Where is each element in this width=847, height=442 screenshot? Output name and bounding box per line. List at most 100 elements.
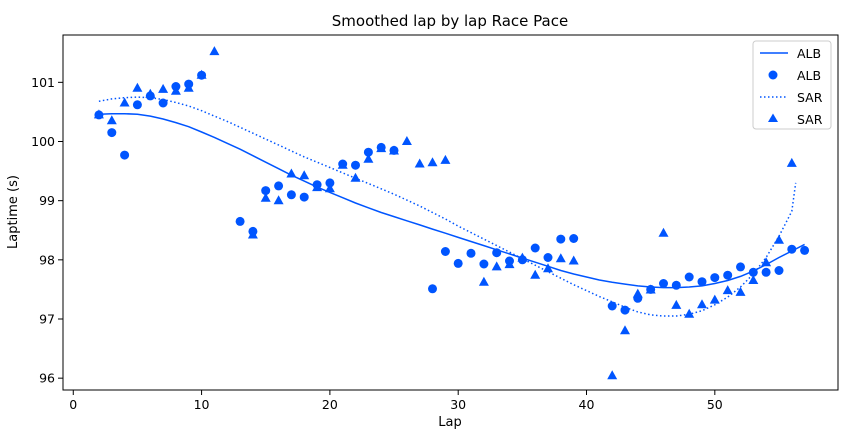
legend-box bbox=[752, 40, 832, 130]
y-tick-label: 96 bbox=[39, 371, 55, 386]
sar-lap-point bbox=[671, 299, 682, 309]
alb-lap-point bbox=[748, 267, 758, 277]
sar-lap-point bbox=[491, 261, 502, 271]
sar-lap-point bbox=[709, 294, 720, 304]
alb-lap-point bbox=[428, 284, 437, 294]
alb-lap-point bbox=[363, 147, 373, 157]
sar-lap-point bbox=[260, 192, 271, 202]
sar-lap-point bbox=[350, 172, 361, 182]
alb-lap-point bbox=[684, 272, 694, 282]
sar-lap-point bbox=[658, 227, 669, 237]
legend-sar-line-label: SAR bbox=[797, 90, 823, 105]
alb-lap-point bbox=[158, 98, 168, 108]
alb-lap-point bbox=[697, 277, 707, 287]
y-tick-label: 99 bbox=[39, 193, 55, 208]
legend: ALB ALB SAR SAR bbox=[752, 40, 832, 130]
sar-lap-point bbox=[697, 299, 707, 309]
alb-lap-point bbox=[761, 267, 771, 277]
sar-lap-point bbox=[196, 69, 207, 79]
alb-lap-point bbox=[620, 305, 630, 315]
sar-lap-point bbox=[132, 82, 143, 92]
sar-lap-point bbox=[286, 168, 297, 178]
sar-lap-point bbox=[312, 182, 323, 192]
alb-lap-point bbox=[556, 234, 566, 244]
sar-lap-point bbox=[414, 158, 425, 168]
alb-lap-point bbox=[800, 245, 810, 255]
y-tick-label: 100 bbox=[31, 134, 55, 149]
legend-alb-scatter-label: ALB bbox=[797, 68, 821, 83]
x-tick-label: 50 bbox=[707, 397, 723, 412]
sar-lap-point bbox=[543, 263, 553, 273]
sar-lap-point bbox=[620, 325, 630, 335]
sar-lap-point bbox=[119, 97, 130, 107]
sar-lap-point bbox=[158, 83, 169, 93]
y-tick-label: 101 bbox=[31, 75, 55, 90]
alb-lap-point bbox=[671, 280, 681, 290]
alb-lap-point bbox=[543, 253, 553, 262]
sar-lap-point bbox=[170, 85, 181, 95]
sar-lap-point bbox=[209, 46, 220, 56]
alb-lap-point bbox=[325, 178, 335, 188]
alb-lap-point bbox=[569, 234, 579, 243]
alb-lap-point bbox=[659, 279, 668, 288]
alb-lap-point bbox=[453, 258, 463, 268]
x-tick-label: 0 bbox=[69, 397, 77, 412]
sar-lap-point bbox=[389, 145, 399, 155]
y-tick-label: 97 bbox=[39, 312, 55, 327]
alb-lap-point bbox=[710, 273, 720, 283]
x-tick-label: 40 bbox=[579, 397, 595, 412]
sar-lap-point bbox=[183, 82, 194, 92]
sar-lap-point bbox=[93, 109, 104, 119]
sar-lap-point bbox=[748, 275, 759, 284]
alb-lap-point bbox=[235, 216, 245, 226]
legend-sar-triangle-swatch bbox=[768, 113, 778, 122]
sar-lap-point bbox=[607, 370, 618, 380]
alb-lap-point bbox=[492, 248, 502, 258]
sar-lap-point bbox=[337, 159, 348, 169]
sar-lap-point bbox=[363, 153, 374, 163]
alb-lap-point bbox=[261, 186, 271, 196]
sar-lap-point bbox=[761, 257, 772, 267]
sar-lap-point bbox=[735, 286, 746, 296]
sar-lap-point bbox=[376, 143, 387, 153]
sar-lap-point bbox=[632, 288, 643, 298]
alb-lap-point bbox=[787, 244, 797, 254]
alb-lap-point bbox=[286, 190, 296, 200]
chart-title: Smoothed lap by lap Race Pace bbox=[332, 12, 568, 30]
alb-lap-point bbox=[774, 266, 784, 275]
y-axis-label: Laptime (s) bbox=[6, 175, 21, 249]
sar-lap-point bbox=[504, 259, 515, 269]
sar-lap-point bbox=[684, 308, 695, 318]
alb-lap-point bbox=[723, 270, 733, 280]
legend-sar-scatter-label: SAR bbox=[797, 112, 823, 127]
y-tick-label: 98 bbox=[39, 252, 55, 267]
alb-lap-point bbox=[299, 192, 309, 202]
alb-lap-point bbox=[351, 160, 360, 170]
sar-lap-point bbox=[774, 234, 784, 244]
alb-lap-point bbox=[530, 243, 540, 253]
sar-lap-point bbox=[440, 154, 451, 164]
sar-lap-point bbox=[478, 276, 489, 286]
x-tick-label: 10 bbox=[194, 397, 210, 412]
sar-lap-point bbox=[324, 183, 335, 193]
alb-lap-point bbox=[132, 100, 142, 110]
sar-smoothed-line bbox=[98, 96, 797, 317]
sar-lap-point bbox=[145, 88, 156, 98]
x-axis-label: Lap bbox=[438, 415, 461, 430]
sar-lap-point bbox=[722, 285, 733, 295]
legend-alb-circle-swatch bbox=[768, 70, 778, 80]
alb-smoothed-line bbox=[98, 112, 805, 289]
alb-lap-point bbox=[107, 128, 117, 138]
plot-frame bbox=[62, 34, 839, 391]
alb-lap-point bbox=[607, 301, 617, 311]
sar-lap-point bbox=[517, 252, 528, 262]
sar-lap-point bbox=[555, 253, 566, 263]
sar-lap-point bbox=[427, 157, 438, 167]
alb-lap-point bbox=[466, 248, 476, 258]
sar-lap-point bbox=[786, 157, 797, 167]
sar-lap-point bbox=[273, 195, 284, 205]
sar-lap-point bbox=[401, 136, 412, 145]
alb-lap-point bbox=[120, 150, 130, 160]
